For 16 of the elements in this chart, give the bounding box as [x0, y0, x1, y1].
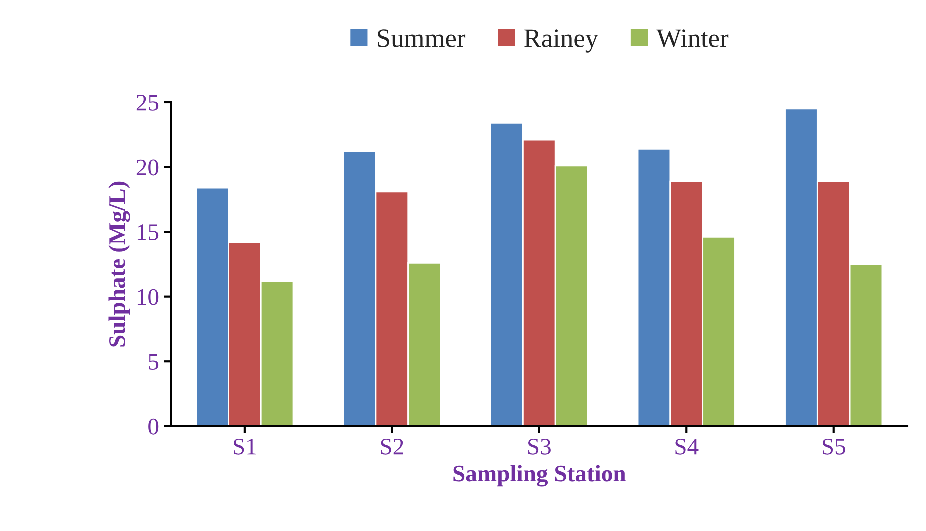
y-tick-label: 10	[138, 289, 159, 306]
legend-label: Winter	[656, 30, 729, 48]
y-tick-label: 0	[148, 418, 159, 435]
y-axis-title: Sulphate (Mg/L)	[108, 182, 130, 347]
x-tick-label: S1	[234, 438, 256, 455]
legend-label: Summer	[378, 30, 466, 48]
y-tick-label: 20	[136, 160, 159, 176]
legend-label: Rainey	[524, 30, 598, 53]
x-tick-label: S4	[676, 438, 699, 455]
x-tick-label: S3	[528, 438, 551, 455]
y-tick-label: 25	[136, 95, 159, 111]
x-tick-label: S5	[822, 438, 846, 455]
y-tick-label: 15	[138, 224, 159, 240]
y-tick-label: 5	[149, 354, 159, 370]
x-tick-label: S2	[381, 438, 404, 455]
x-axis-title: Sampling Station	[454, 465, 626, 487]
